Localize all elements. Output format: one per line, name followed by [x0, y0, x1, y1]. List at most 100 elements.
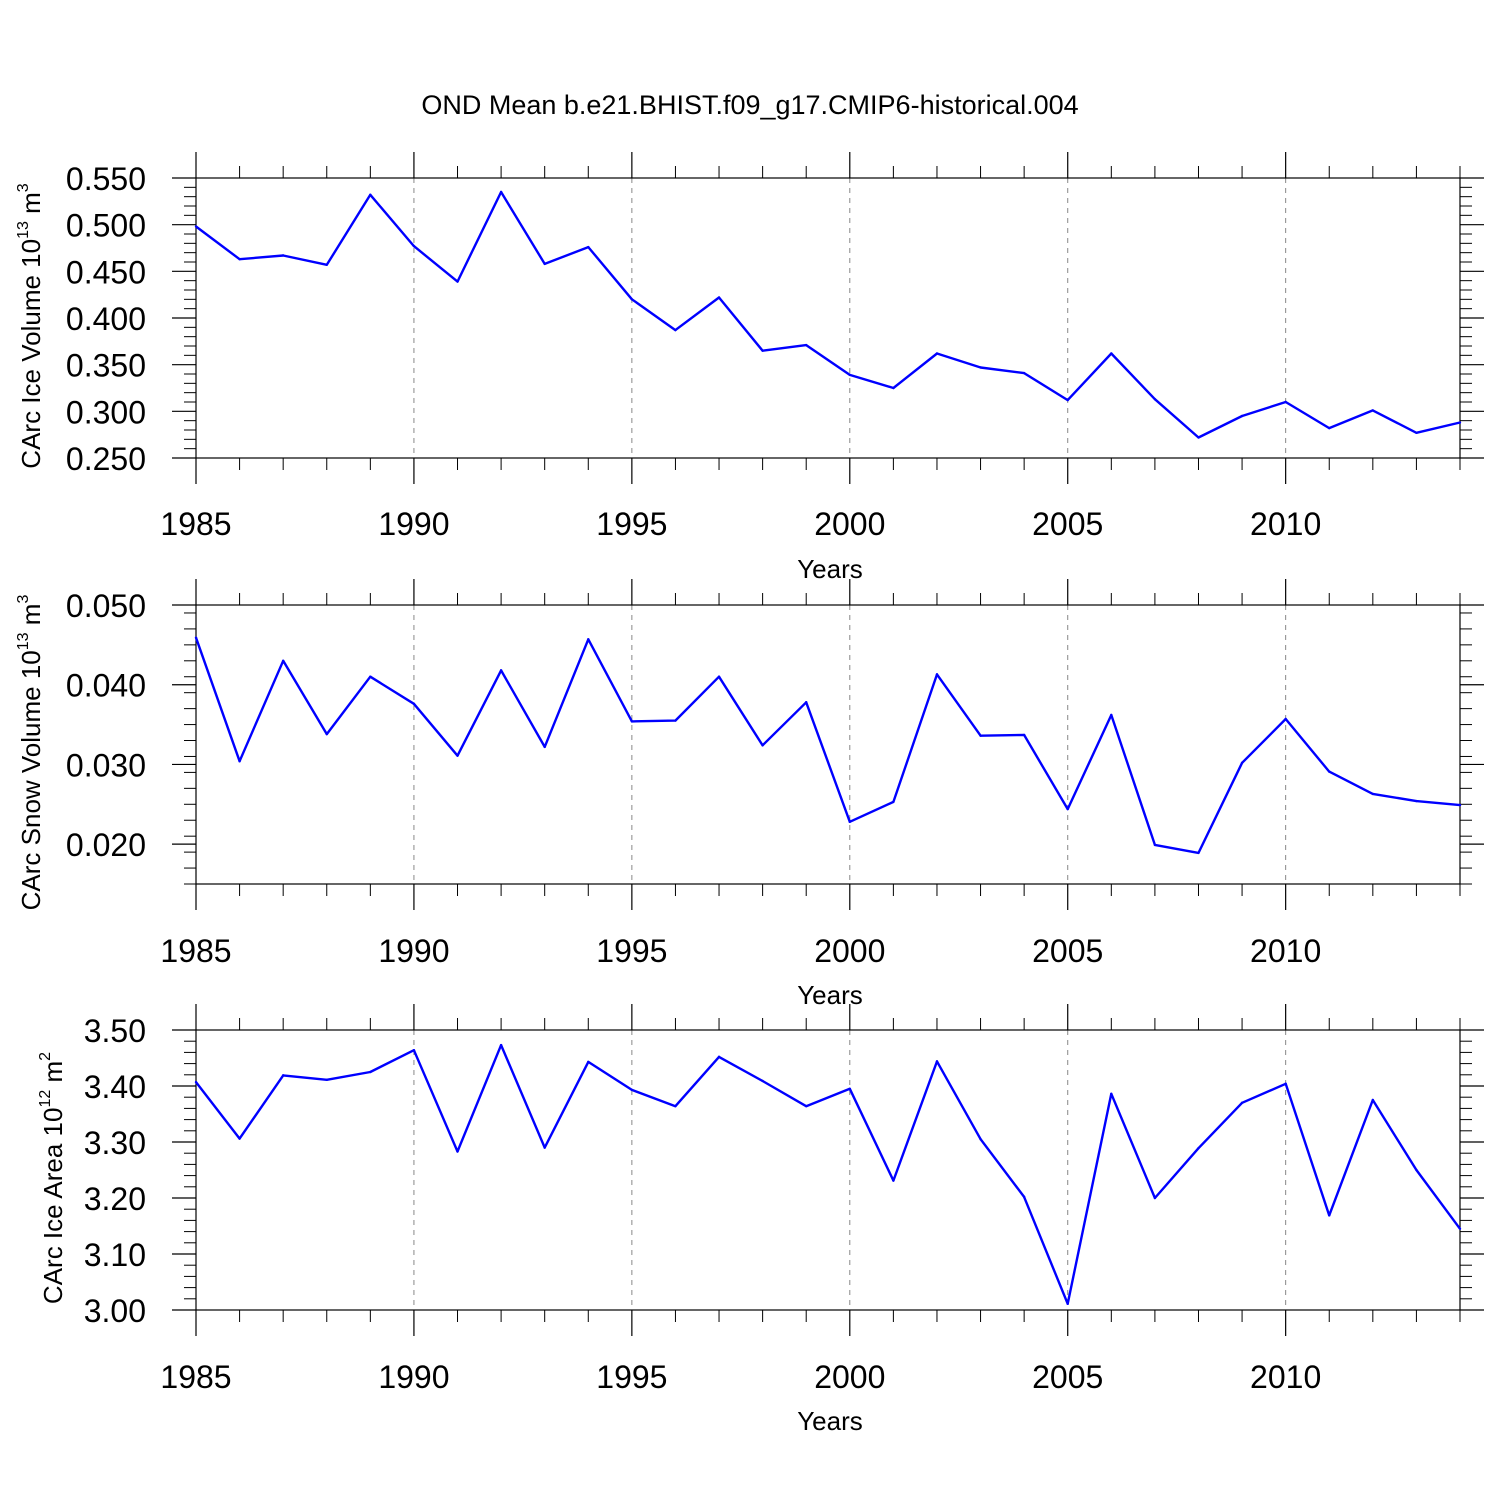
ice-area-data-point: [499, 1043, 503, 1047]
ice-area-data-point: [935, 1060, 939, 1063]
y-axis-title-unit: m: [16, 192, 46, 221]
y-axis-title-unit-exponent: 2: [37, 1052, 54, 1061]
ice-volume-data-point: [1066, 398, 1069, 402]
snow-volume-data-point: [1415, 799, 1418, 803]
x-tick-label: 1990: [378, 933, 449, 969]
snow-volume-data-point: [1022, 733, 1026, 737]
x-tick-label: 1985: [160, 933, 231, 969]
snow-volume-data-point: [1284, 717, 1287, 721]
snow-volume-data-point: [1197, 851, 1200, 855]
snow-volume-data-point: [194, 636, 198, 639]
x-tick-label: 2005: [1032, 1359, 1103, 1395]
snow-volume-data-point: [674, 719, 677, 722]
snow-volume-data-point: [412, 702, 416, 706]
y-tick-label: 3.50: [84, 1013, 146, 1049]
ice-volume-data-point: [761, 349, 764, 352]
ice-area-data-point: [761, 1079, 764, 1083]
x-tick-label: 1990: [378, 1359, 449, 1395]
ice-area-data-point: [1415, 1168, 1418, 1172]
x-tick-label: 1995: [596, 506, 667, 542]
snow-volume-series-line: [194, 637, 1461, 855]
snow-volume-data-point: [499, 669, 503, 672]
y-axis-title-text: CArc Ice Area 10: [38, 1108, 68, 1305]
y-tick-label: 3.40: [84, 1069, 146, 1105]
ice-area-data-point: [892, 1179, 895, 1182]
ice-area-data-point: [587, 1060, 590, 1064]
snow-volume-data-point: [935, 673, 939, 676]
snow-volume-data-point: [543, 745, 546, 749]
x-tick-label: 2000: [814, 1359, 885, 1395]
y-axis-title: CArc Ice Area 1012 m2: [37, 1052, 68, 1304]
snow-volume-data-point: [238, 760, 241, 763]
x-tick-label: 2000: [814, 933, 885, 969]
ice-volume-data-point: [543, 262, 546, 266]
y-axis-title-text: CArc Snow Volume 10: [16, 650, 46, 910]
ice-volume-data-point: [717, 296, 721, 299]
snow-volume-data-point: [456, 754, 459, 757]
ice-area-data-point: [1328, 1214, 1331, 1217]
snow-volume-data-point: [1458, 803, 1462, 807]
y-tick-label: 3.00: [84, 1293, 146, 1329]
ice-area-panel: 3.00 3.10 3.20 3.30 3.40 3.50 1985 1990 1995 2000…: [37, 1004, 1484, 1436]
ice-volume-data-point: [1328, 426, 1331, 430]
snow-volume-data-point: [1240, 761, 1244, 765]
ice-area-data-point: [1066, 1302, 1069, 1306]
snow-volume-data-point: [761, 744, 764, 747]
y-tick-label: 0.250: [66, 441, 146, 477]
y-tick-label: 0.450: [66, 254, 146, 290]
ice-area-data-point: [1022, 1195, 1026, 1199]
y-tick-label: 3.30: [84, 1125, 146, 1161]
plot-frame: [195, 604, 1461, 885]
snow-volume-data-point: [1153, 843, 1157, 847]
ice-area-data-point: [1240, 1101, 1244, 1105]
ice-area-data-point: [325, 1078, 328, 1082]
x-tick-label: 2005: [1032, 506, 1103, 542]
y-tick-label: 0.040: [66, 668, 146, 704]
ice-volume-data-point: [1110, 352, 1113, 355]
ice-volume-data-point: [1153, 398, 1157, 401]
y-axis-title-exponent: 13: [15, 632, 32, 650]
x-tick-label: 2000: [814, 506, 885, 542]
snow-volume-data-point: [630, 720, 634, 723]
ice-area-data-point: [1284, 1082, 1287, 1085]
ice-volume-data-point: [456, 280, 459, 283]
x-axis-title: Years: [797, 980, 863, 1010]
ice-volume-data-point: [935, 352, 939, 355]
ice-volume-data-point: [1415, 431, 1418, 434]
ice-area-data-point: [805, 1104, 808, 1108]
y-axis-title-exponent: 12: [37, 1090, 54, 1108]
ice-area-data-point: [1197, 1146, 1200, 1150]
snow-volume-data-point: [1066, 807, 1069, 811]
ice-area-data-point: [1153, 1196, 1157, 1200]
snow-volume-data-point: [1328, 770, 1331, 773]
ice-volume-data-point: [587, 245, 590, 249]
ice-volume-data-point: [281, 254, 285, 257]
ice-area-data-point: [979, 1138, 982, 1141]
ice-volume-data-point: [1371, 409, 1375, 412]
x-tick-label: 2010: [1250, 1359, 1321, 1395]
ice-volume-data-point: [979, 366, 982, 369]
y-axis-title-unit-exponent: 3: [15, 183, 32, 192]
ice-area-data-point: [717, 1055, 721, 1059]
ice-area-data-point: [281, 1074, 285, 1077]
snow-volume-data-point: [1371, 792, 1375, 796]
x-tick-label: 1985: [160, 506, 231, 542]
ice-volume-data-point: [369, 193, 372, 196]
snow-volume-panel: 0.020 0.030 0.040 0.050 1985 1990 1995 2000 2005…: [15, 579, 1484, 1010]
snow-volume-data-point: [1110, 713, 1113, 717]
snow-volume-data-point: [281, 659, 285, 662]
y-axis-title: CArc Ice Volume 1013 m3: [15, 183, 46, 468]
y-tick-label: 0.050: [66, 588, 146, 624]
ice-volume-series-line: [195, 190, 1461, 439]
ice-area-data-point: [412, 1048, 416, 1052]
ice-volume-data-point: [1284, 400, 1287, 404]
ice-volume-panel: 0.250 0.300 0.350 0.400 0.450 0.500 0.550 1985 1…: [15, 152, 1484, 584]
y-tick-label: 0.550: [66, 161, 146, 197]
ice-volume-data-point: [805, 343, 808, 347]
ice-area-data-point: [674, 1104, 677, 1108]
ice-area-data-point: [369, 1070, 372, 1074]
x-axis-title: Years: [797, 1406, 863, 1436]
y-tick-label: 3.20: [84, 1181, 146, 1217]
y-tick-label: 0.030: [66, 747, 146, 783]
